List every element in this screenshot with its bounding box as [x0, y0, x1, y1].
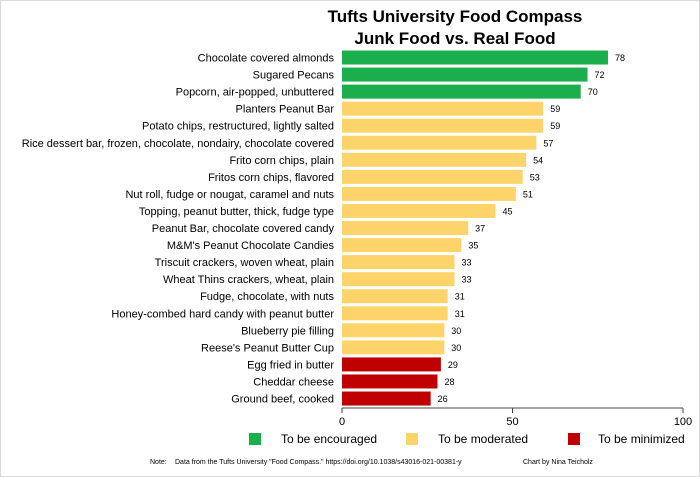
category-label: Nut roll, fudge or nougat, caramel and n… [125, 189, 334, 201]
bar [342, 135, 537, 150]
bar [342, 50, 608, 65]
chart-subtitle: Junk Food vs. Real Food [354, 29, 556, 48]
data-label: 78 [615, 53, 625, 63]
bar [342, 357, 441, 372]
category-label: Potato chips, restructured, lightly salt… [142, 121, 334, 133]
bar [342, 391, 431, 406]
category-label: Fudge, chocolate, with nuts [200, 291, 334, 303]
footnote-text: Data from the Tufts University "Food Com… [175, 459, 462, 466]
footnote-label: Note: [150, 459, 167, 466]
category-label: Frito corn chips, plain [229, 155, 334, 167]
category-label: Planters Peanut Bar [236, 104, 335, 116]
bar [342, 289, 448, 304]
data-label: 57 [543, 138, 553, 148]
legend-label-moderated: To be moderated [438, 432, 529, 446]
category-label: Peanut Bar, chocolate covered candy [152, 223, 335, 235]
chart-title: Tufts University Food Compass [327, 7, 583, 26]
data-label: 30 [451, 326, 461, 336]
category-label: Blueberry pie filling [241, 325, 334, 337]
category-label: Wheat Thins crackers, wheat, plain [163, 274, 334, 286]
category-label: Reese's Peanut Butter Cup [201, 342, 334, 354]
category-label: Sugared Pecans [253, 70, 335, 82]
category-label: Rice dessert bar, frozen, chocolate, non… [22, 138, 334, 150]
data-label: 35 [468, 241, 478, 251]
category-label: Topping, peanut butter, thick, fudge typ… [139, 206, 334, 218]
data-label: 29 [448, 360, 458, 370]
x-tick-label: 0 [339, 416, 345, 428]
bar [342, 169, 523, 184]
data-label: 70 [588, 87, 598, 97]
data-label: 28 [444, 377, 454, 387]
bar [342, 340, 445, 355]
bar [342, 101, 544, 116]
data-label: 72 [595, 70, 605, 80]
bar [342, 203, 496, 218]
bar [342, 118, 544, 133]
category-label: Honey-combed hard candy with peanut butt… [111, 308, 334, 320]
category-label: M&M's Peanut Chocolate Candies [167, 240, 335, 252]
bar [342, 238, 462, 253]
x-tick-label: 50 [506, 416, 518, 428]
bar [342, 84, 581, 99]
data-label: 31 [455, 309, 465, 319]
x-tick-label: 100 [674, 416, 692, 428]
data-label: 26 [438, 394, 448, 404]
legend-swatch-encouraged [249, 433, 261, 445]
data-label: 59 [550, 121, 560, 131]
data-label: 45 [502, 206, 512, 216]
legend-label-minimized: To be minimized [598, 432, 685, 446]
data-label: 31 [455, 292, 465, 302]
category-label: Cheddar cheese [253, 376, 334, 388]
data-label: 37 [475, 224, 485, 234]
data-label: 30 [451, 343, 461, 353]
chart-title-block: Tufts University Food Compass Junk Food … [0, 6, 700, 50]
data-label: 59 [550, 104, 560, 114]
bar [342, 221, 469, 236]
data-label: 33 [462, 258, 472, 268]
category-label: Ground beef, cooked [231, 394, 334, 406]
category-label: Popcorn, air-popped, unbuttered [176, 87, 334, 99]
bar [342, 323, 445, 338]
data-label: 33 [462, 275, 472, 285]
legend-swatch-moderated [406, 433, 418, 445]
bar [342, 152, 527, 167]
category-label: Fritos corn chips, flavored [208, 172, 334, 184]
chart-credit: Chart by Nina Teicholz [523, 459, 593, 466]
bar [342, 186, 516, 201]
legend-swatch-minimized [568, 433, 580, 445]
data-label: 51 [523, 189, 533, 199]
legend-label-encouraged: To be encouraged [281, 432, 378, 446]
bar [342, 306, 448, 321]
data-label: 54 [533, 155, 543, 165]
data-label: 53 [530, 172, 540, 182]
bar [342, 67, 588, 82]
bar [342, 374, 438, 389]
bar [342, 272, 455, 287]
bar [342, 255, 455, 270]
category-label: Triscuit crackers, woven wheat, plain [155, 257, 334, 269]
category-label: Egg fried in butter [247, 359, 334, 371]
category-label: Chocolate covered almonds [198, 53, 335, 65]
